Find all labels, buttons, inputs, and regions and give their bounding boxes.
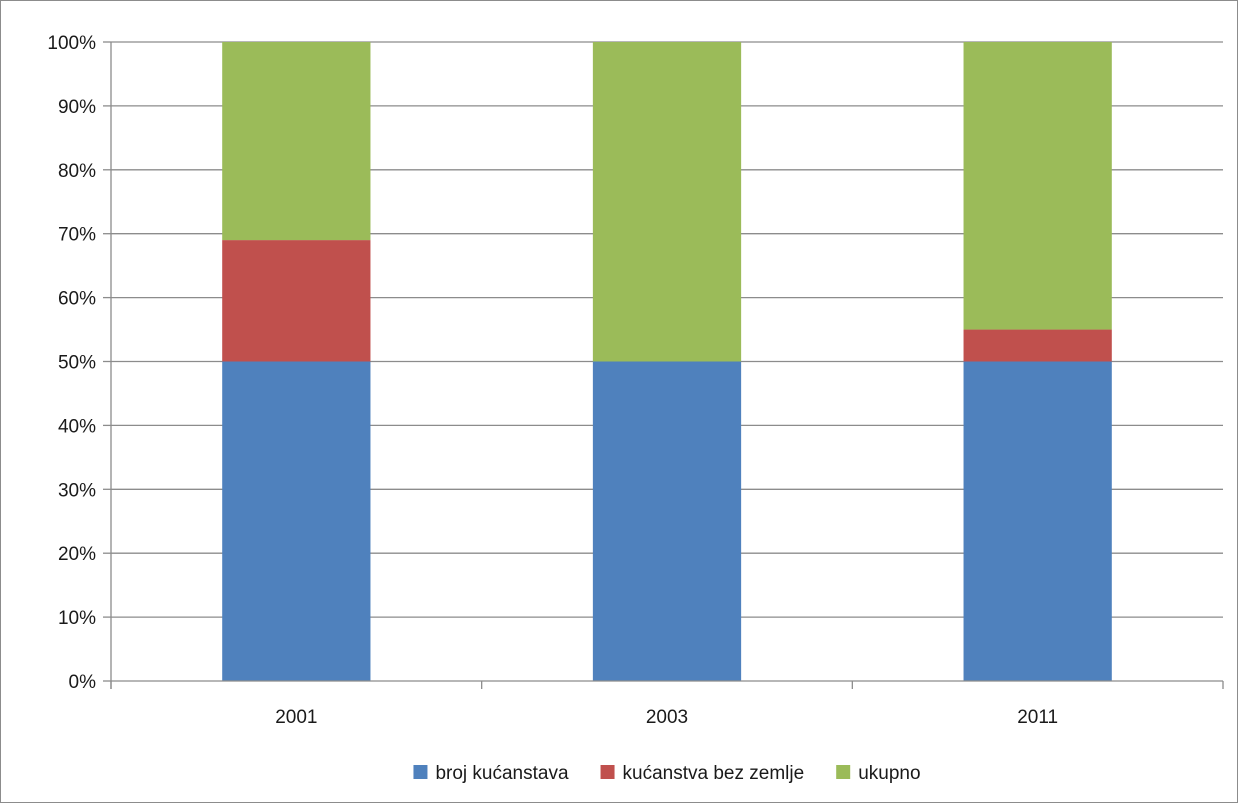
x-category-label: 2011 [1017,707,1058,728]
bar-segment-2003-s0 [592,361,742,681]
bar-segment-2011-s1 [963,329,1112,362]
legend: broj kućanstava kućanstva bez zemlje ukupn… [413,763,921,784]
x-category-label: 2003 [646,707,688,728]
y-tick-label: 80% [58,161,96,182]
y-tick-label: 40% [58,416,96,437]
y-tick-label: 30% [58,480,96,501]
axes: 0% 10% 20% 30% 40% 50% 60% 70% 80% 90% 100% 2001 200… [47,33,1224,728]
y-tick-label: 0% [69,672,97,693]
y-tick-label: 20% [58,544,96,565]
x-category-label: 2001 [275,707,317,728]
y-tick-label: 50% [58,353,96,374]
bar-segment-2011-s0 [963,361,1112,681]
y-tick-label: 100% [47,33,96,54]
y-tick-label: 10% [58,608,96,629]
bar-segment-2003-s2 [592,42,742,362]
y-tick-label: 70% [58,225,96,246]
legend-swatch [600,765,615,779]
legend-label: broj kućanstava [435,763,569,784]
bar-segment-2011-s2 [963,42,1112,330]
bar-segment-2001-s0 [222,361,371,681]
bars [222,42,1112,681]
y-tick-label: 60% [58,289,96,310]
bar-segment-2001-s1 [222,240,371,362]
legend-label: kućanstva bez zemlje [623,763,805,784]
y-tick-label: 90% [58,97,96,118]
bar-segment-2001-s2 [222,42,371,241]
legend-swatch [413,765,428,779]
legend-label: ukupno [858,763,920,784]
legend-swatch [836,765,851,779]
